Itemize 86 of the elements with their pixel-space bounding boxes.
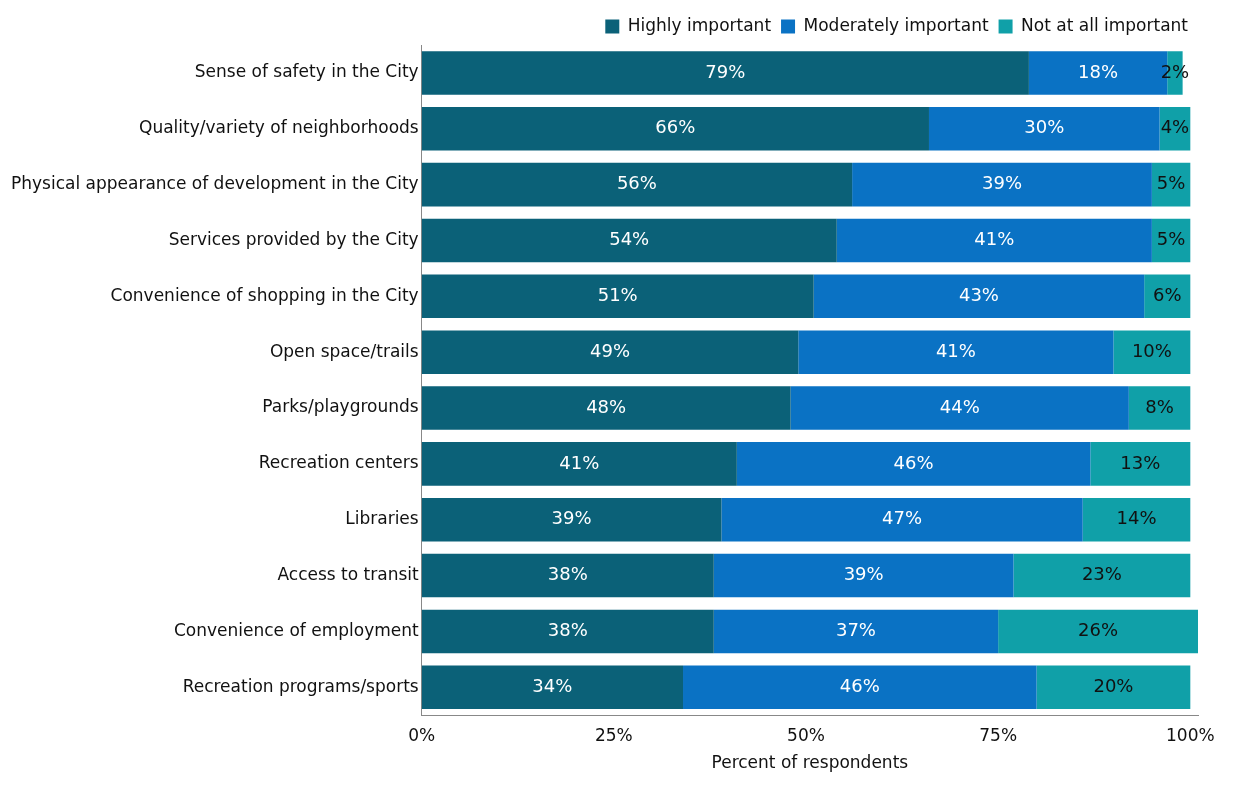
bar bbox=[736, 442, 1091, 486]
data-label: 39% bbox=[551, 507, 592, 529]
bar bbox=[421, 442, 737, 486]
data-label: 23% bbox=[1081, 563, 1122, 585]
legend-label: Moderately important bbox=[803, 14, 989, 35]
bar bbox=[1082, 497, 1191, 542]
data-label: 47% bbox=[882, 507, 923, 529]
bar bbox=[421, 553, 714, 598]
data-label: 20% bbox=[1093, 674, 1134, 696]
y-tick-label: Access to transit bbox=[277, 564, 420, 584]
x-axis-title: Percent of respondents bbox=[711, 752, 909, 773]
bar bbox=[1113, 330, 1191, 374]
bar bbox=[1090, 442, 1191, 486]
y-tick-label: Convenience of employment bbox=[173, 619, 420, 640]
data-label: 18% bbox=[1078, 60, 1119, 82]
x-tick-label: 100% bbox=[1166, 724, 1215, 745]
y-tick-label: Convenience of shopping in the City bbox=[110, 284, 419, 305]
y-tick-label: Physical appearance of development in the City bbox=[11, 173, 419, 194]
bar bbox=[1036, 665, 1191, 710]
data-label: 43% bbox=[958, 284, 999, 305]
bar bbox=[852, 162, 1152, 207]
bar bbox=[421, 274, 814, 319]
data-label: 44% bbox=[939, 395, 980, 417]
data-label: 10% bbox=[1131, 339, 1172, 361]
data-label: 56% bbox=[616, 172, 657, 194]
data-label: 13% bbox=[1120, 451, 1161, 473]
y-tick-label: Recreation programs/sports bbox=[182, 675, 419, 696]
bar bbox=[683, 665, 1037, 710]
data-label: 39% bbox=[981, 172, 1023, 194]
bar bbox=[713, 609, 999, 654]
bar bbox=[1013, 553, 1191, 598]
data-label: 39% bbox=[843, 563, 884, 585]
data-label: 38% bbox=[547, 563, 588, 585]
bar bbox=[713, 553, 1014, 598]
data-label: 14% bbox=[1116, 507, 1157, 529]
bar bbox=[421, 665, 684, 710]
data-label: 48% bbox=[586, 395, 627, 417]
bar bbox=[421, 106, 929, 151]
bar bbox=[836, 218, 1152, 263]
bar bbox=[421, 51, 1029, 95]
data-label: 5% bbox=[1156, 228, 1186, 250]
data-label: 4% bbox=[1160, 116, 1190, 138]
data-label: 49% bbox=[589, 339, 631, 361]
bar bbox=[928, 106, 1160, 151]
bar bbox=[998, 609, 1198, 654]
data-label: 26% bbox=[1078, 619, 1119, 641]
x-tick-label: 25% bbox=[594, 724, 633, 745]
x-tick-label: 50% bbox=[787, 724, 825, 745]
data-label: 41% bbox=[974, 228, 1015, 250]
data-label: 8% bbox=[1145, 395, 1174, 417]
data-label: 41% bbox=[935, 339, 976, 361]
data-label: 34% bbox=[532, 674, 573, 696]
legend-label: Highly important bbox=[627, 14, 772, 35]
data-label: 66% bbox=[655, 116, 696, 138]
bar bbox=[813, 274, 1145, 319]
data-label: 46% bbox=[893, 451, 934, 473]
y-tick-label: Parks/playgrounds bbox=[262, 396, 419, 417]
data-label: 51% bbox=[597, 284, 638, 305]
data-label: 46% bbox=[839, 674, 880, 696]
bar bbox=[421, 497, 722, 542]
bar bbox=[421, 386, 791, 430]
y-tick-label: Libraries bbox=[345, 508, 419, 529]
y-tick-label: Services provided by the City bbox=[168, 228, 419, 249]
x-tick-label: 75% bbox=[979, 724, 1018, 745]
bar bbox=[721, 497, 1083, 542]
bar bbox=[1128, 386, 1191, 430]
data-label: 37% bbox=[835, 619, 876, 641]
bar bbox=[421, 330, 799, 374]
data-label: 79% bbox=[705, 60, 746, 82]
data-label: 5% bbox=[1156, 172, 1186, 194]
data-label: 41% bbox=[559, 451, 600, 473]
bar bbox=[421, 609, 714, 654]
data-label: 30% bbox=[1024, 116, 1065, 138]
y-tick-label: Open space/trails bbox=[269, 340, 419, 361]
bar bbox=[798, 330, 1114, 374]
data-label: 6% bbox=[1152, 284, 1182, 305]
bar bbox=[421, 218, 837, 263]
bar bbox=[421, 162, 853, 207]
data-label: 54% bbox=[609, 228, 650, 250]
y-tick-label: Recreation centers bbox=[258, 452, 419, 473]
x-tick-label: 0% bbox=[408, 724, 436, 745]
legend-label: Not at all important bbox=[1021, 14, 1189, 35]
y-tick-label: Quality/variety of neighborhoods bbox=[139, 117, 419, 138]
bar bbox=[790, 386, 1129, 430]
data-label: 38% bbox=[547, 619, 588, 641]
y-tick-label: Sense of safety in the City bbox=[194, 61, 419, 82]
